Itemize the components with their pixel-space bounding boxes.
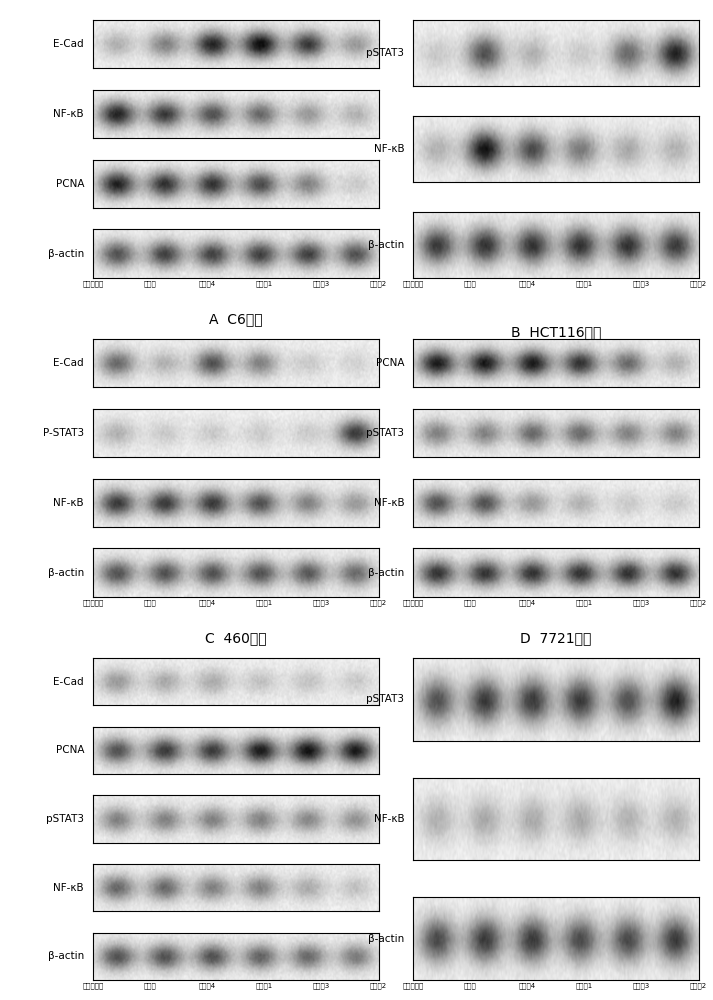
Y-axis label: E-Cad: E-Cad [53,677,84,687]
Y-axis label: β-actin: β-actin [48,568,84,578]
Y-axis label: E-Cad: E-Cad [53,358,84,368]
Y-axis label: NF-κB: NF-κB [53,109,84,119]
Y-axis label: PCNA: PCNA [376,358,404,368]
Y-axis label: β-actin: β-actin [368,568,404,578]
Y-axis label: E-Cad: E-Cad [53,39,84,49]
Text: D  7721细胞: D 7721细胞 [520,631,592,645]
Y-axis label: β-actin: β-actin [368,240,404,250]
Y-axis label: NF-κB: NF-κB [374,814,404,824]
Y-axis label: P-STAT3: P-STAT3 [43,428,84,438]
Y-axis label: β-actin: β-actin [368,934,404,944]
Y-axis label: PCNA: PCNA [56,179,84,189]
Y-axis label: β-actin: β-actin [48,951,84,961]
Y-axis label: NF-κB: NF-κB [374,144,404,154]
Text: A  C6细胞: A C6细胞 [209,312,262,326]
Text: C  460细胞: C 460细胞 [205,631,267,645]
Y-axis label: NF-κB: NF-κB [53,883,84,893]
Y-axis label: pSTAT3: pSTAT3 [366,694,404,704]
Y-axis label: PCNA: PCNA [56,745,84,755]
Text: B  HCT116细胞: B HCT116细胞 [511,325,601,339]
Y-axis label: NF-κB: NF-κB [374,498,404,508]
Y-axis label: pSTAT3: pSTAT3 [366,428,404,438]
Y-axis label: β-actin: β-actin [48,249,84,259]
Y-axis label: pSTAT3: pSTAT3 [46,814,84,824]
Y-axis label: NF-κB: NF-κB [53,498,84,508]
Y-axis label: pSTAT3: pSTAT3 [366,48,404,58]
